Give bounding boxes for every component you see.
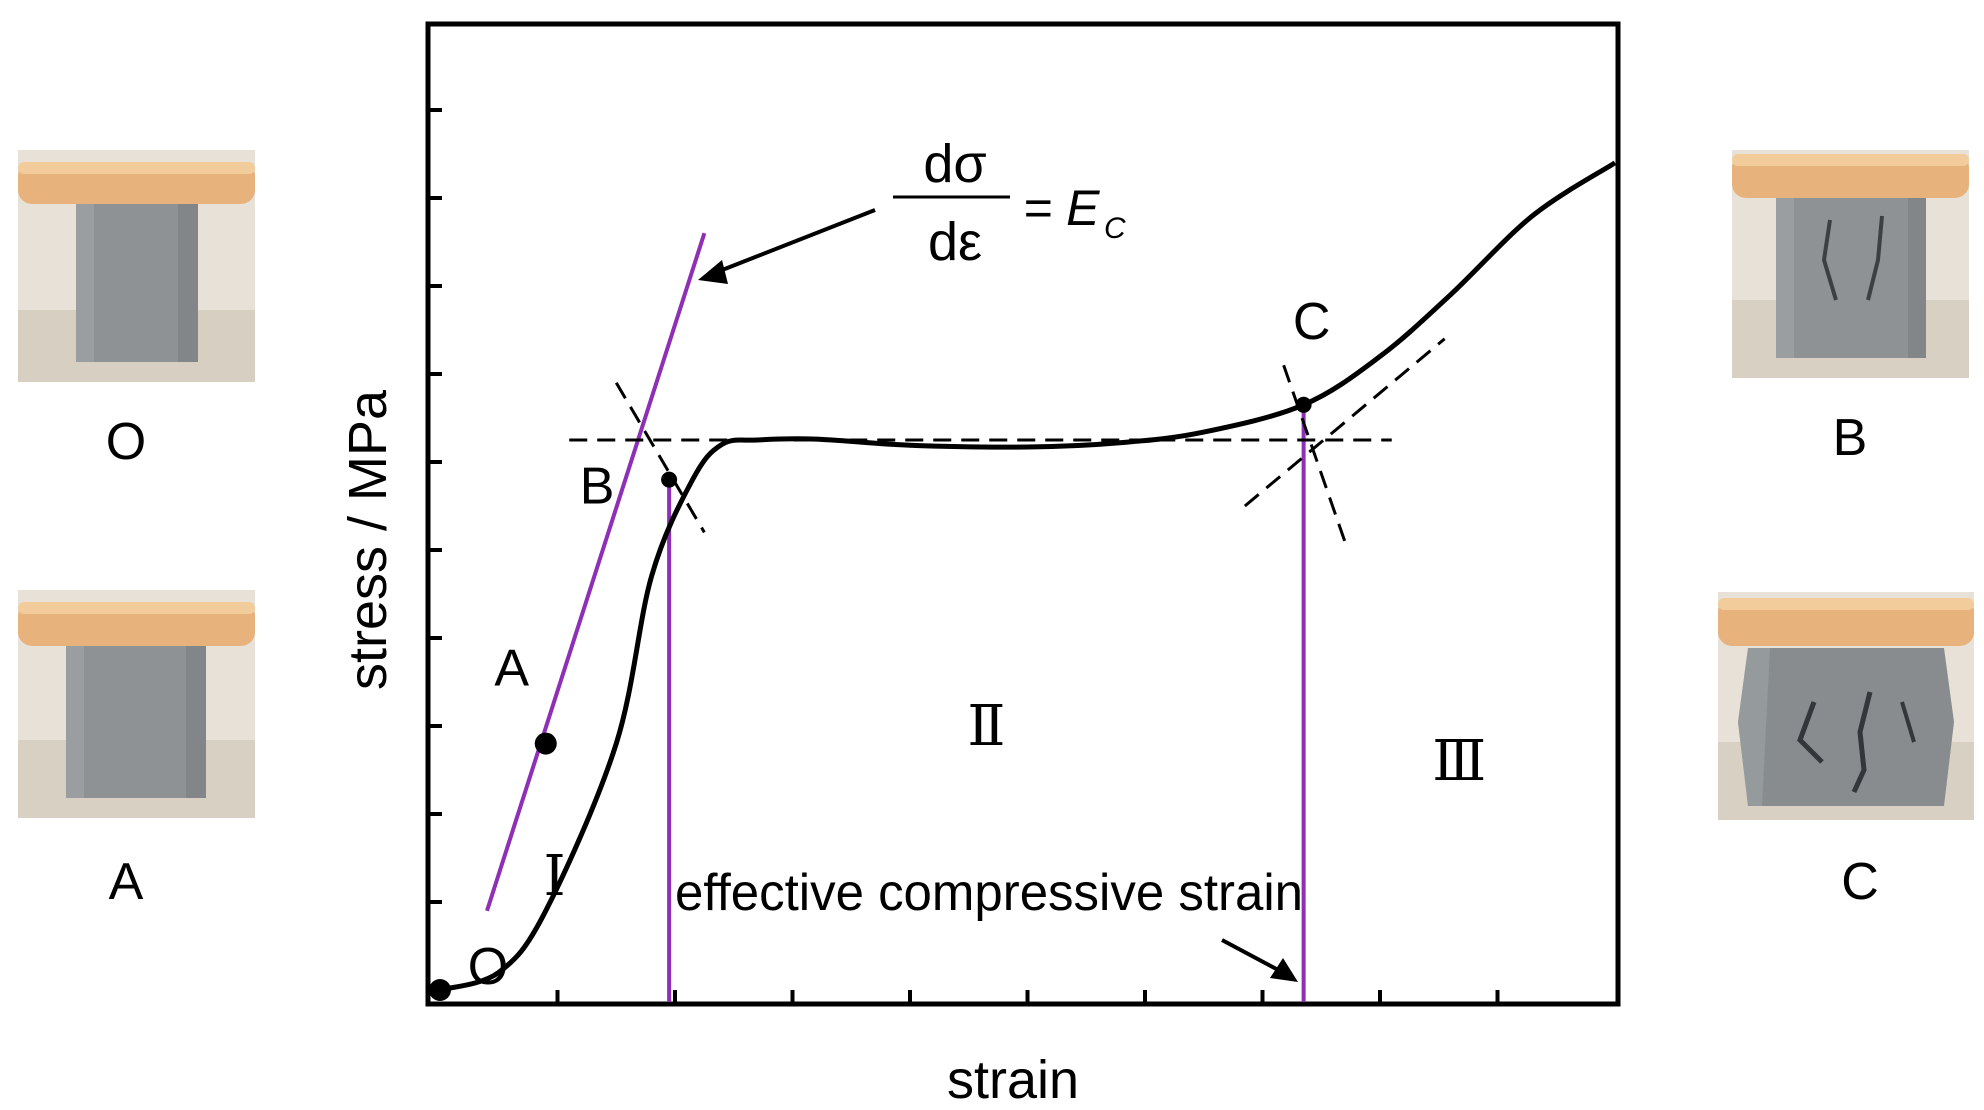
effective-strain-arrowhead (1270, 958, 1298, 982)
region-label-3: Ⅲ (1432, 729, 1486, 794)
series-line-0 (439, 160, 1617, 993)
point-c (1295, 396, 1312, 413)
formula-arrowhead (698, 260, 728, 284)
photo-label-b: B (1832, 409, 1868, 467)
point-a (534, 732, 557, 755)
photo-label-a: A (108, 853, 144, 911)
specimen-photo-c (1718, 592, 1974, 820)
formula-rhs-subscript: C (1104, 212, 1126, 245)
specimen-a-image (18, 590, 255, 818)
effective-strain-label: effective compressive strain (675, 864, 1303, 922)
specimen-c-image (1718, 592, 1974, 820)
point-label-b: B (580, 458, 615, 516)
y-axis-label: stress / MPa (338, 389, 398, 690)
plot-frame (425, 21, 1621, 1007)
x-axis-label: strain (947, 1050, 1079, 1110)
marked-points: O A B C Ⅰ Ⅱ Ⅲ (429, 293, 1486, 1001)
photo-label-c: C (1841, 853, 1879, 911)
formula-numerator: dσ (923, 134, 986, 194)
specimen-photo-a (18, 590, 255, 818)
point-label-a: A (494, 640, 529, 698)
photo-label-o: O (105, 413, 147, 471)
series-group (439, 160, 1617, 993)
point-label-c: C (1293, 293, 1331, 351)
c-intersection-dashed-1 (1243, 337, 1446, 508)
c-intersection-dashed-2 (1282, 364, 1347, 542)
point-label-o: O (468, 938, 508, 996)
effective-strain-arrow-shaft (1221, 938, 1283, 974)
region-label-2: Ⅱ (967, 694, 1005, 759)
point-b (661, 471, 678, 488)
formula-arrow-shaft (711, 208, 876, 276)
point-o (429, 979, 451, 1001)
specimen-o-image (18, 150, 255, 382)
guide-lines (485, 232, 1446, 1002)
specimen-b-image (1732, 150, 1969, 378)
region-label-1: Ⅰ (544, 844, 566, 909)
formula-rhs: = E (1023, 180, 1100, 236)
axis-ticks (428, 108, 1500, 1004)
specimen-photo-o (18, 150, 255, 382)
formula-denominator: dε (928, 212, 982, 272)
tangent-line (485, 232, 707, 912)
b-intersection-dashed-1 (614, 382, 706, 534)
specimen-photo-b (1732, 150, 1969, 378)
